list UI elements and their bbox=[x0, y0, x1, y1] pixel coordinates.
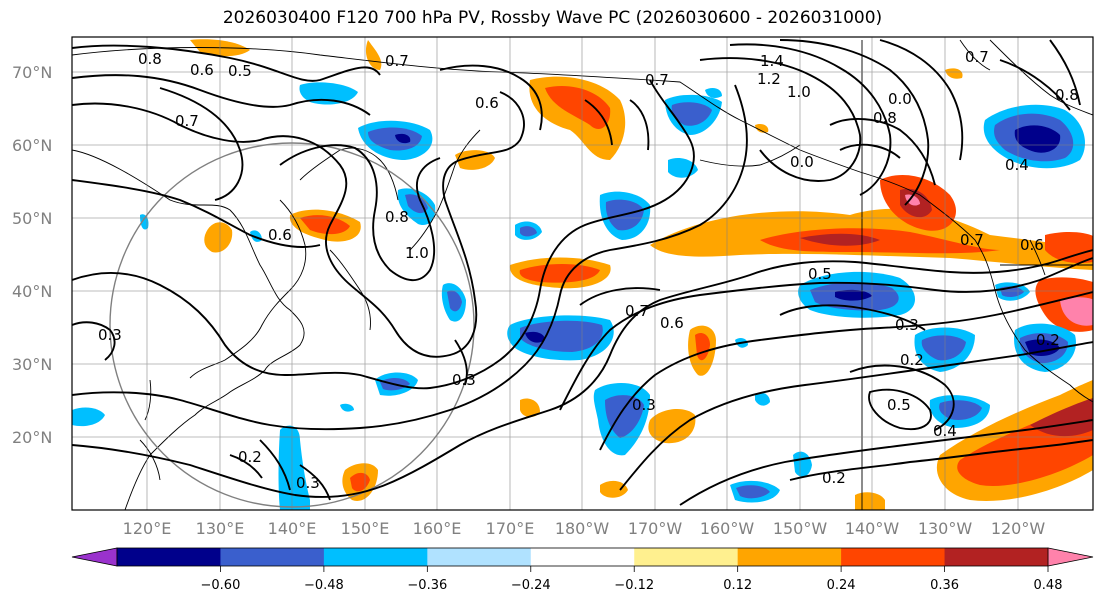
contour-labels: 0.8 0.6 0.5 0.7 0.7 0.6 0.8 1.0 0.6 0.7 … bbox=[98, 48, 1079, 492]
colorbar-tick-label: 0.24 bbox=[827, 578, 856, 593]
contour-label: 0.6 bbox=[268, 226, 292, 244]
contour-label: 0.0 bbox=[790, 153, 814, 171]
colorbar-tick-label: −0.24 bbox=[511, 578, 551, 593]
contour-label: 0.8 bbox=[138, 50, 162, 68]
colorbar-cell bbox=[117, 548, 221, 566]
contour-label: 0.3 bbox=[632, 396, 656, 414]
colorbar-left-arrow bbox=[71, 547, 118, 567]
contour-label: 0.2 bbox=[822, 469, 846, 487]
colorbar-cell bbox=[841, 548, 946, 566]
colorbar-cell bbox=[427, 548, 532, 566]
contour-label: 0.5 bbox=[228, 62, 252, 80]
contour-label: 0.2 bbox=[238, 448, 262, 466]
contour-label: 0.3 bbox=[895, 316, 919, 334]
contour-label: 0.0 bbox=[888, 90, 912, 108]
colorbar-tick-label: −0.60 bbox=[201, 578, 241, 593]
anomaly-shading bbox=[72, 39, 1093, 510]
lon-label: 180°W bbox=[555, 519, 610, 538]
contour-label: 0.5 bbox=[887, 396, 911, 414]
colorbar: −0.60 −0.48 −0.36 −0.24 −0.12 0.12 0.24 0.36 0.4… bbox=[71, 547, 1094, 593]
contour-label: 0.6 bbox=[190, 61, 214, 79]
lon-label: 130°W bbox=[918, 519, 973, 538]
colorbar-cell bbox=[323, 548, 428, 566]
colorbar-cell bbox=[944, 548, 1049, 566]
lon-label: 140°W bbox=[845, 519, 900, 538]
colorbar-tick-label: −0.12 bbox=[614, 578, 654, 593]
lon-label: 130°E bbox=[196, 519, 245, 538]
contour-label: 1.0 bbox=[787, 83, 811, 101]
pv-contours bbox=[72, 39, 1093, 506]
colorbar-tick-label: 0.48 bbox=[1034, 578, 1063, 593]
colorbar-tick-label: 0.12 bbox=[723, 578, 752, 593]
contour-label: 0.7 bbox=[645, 71, 669, 89]
gridlines bbox=[72, 37, 1093, 510]
lat-label: 60°N bbox=[12, 136, 52, 155]
lon-label: 140°E bbox=[268, 519, 317, 538]
lon-label: 160°W bbox=[700, 519, 755, 538]
latitude-labels: 70°N 60°N 50°N 40°N 30°N 20°N bbox=[12, 63, 52, 447]
contour-label: 0.3 bbox=[452, 371, 476, 389]
lon-label: 150°W bbox=[773, 519, 828, 538]
contour-label: 0.6 bbox=[1020, 236, 1044, 254]
lat-label: 50°N bbox=[12, 209, 52, 228]
coastlines bbox=[72, 39, 1093, 510]
lat-label: 20°N bbox=[12, 428, 52, 447]
contour-label: 1.2 bbox=[757, 70, 781, 88]
lon-label: 150°E bbox=[341, 519, 390, 538]
colorbar-tick-label: −0.36 bbox=[407, 578, 447, 593]
colorbar-right-arrow bbox=[1047, 547, 1094, 567]
map-title: 2026030400 F120 700 hPa PV, Rossby Wave … bbox=[222, 8, 883, 28]
colorbar-cell bbox=[737, 548, 842, 566]
lon-label: 160°E bbox=[413, 519, 462, 538]
lon-label: 120°E bbox=[123, 519, 172, 538]
contour-label: 0.3 bbox=[296, 474, 320, 492]
colorbar-cell bbox=[634, 548, 739, 566]
colorbar-tick-label: −0.48 bbox=[304, 578, 344, 593]
contour-label: 0.8 bbox=[385, 208, 409, 226]
contour-label: 0.7 bbox=[175, 112, 199, 130]
contour-label: 0.7 bbox=[960, 231, 984, 249]
contour-label: 0.6 bbox=[660, 314, 684, 332]
contour-label: 0.7 bbox=[625, 302, 649, 320]
colorbar-cell bbox=[220, 548, 325, 566]
contour-label: 0.7 bbox=[965, 48, 989, 66]
contour-label: 1.0 bbox=[405, 244, 429, 262]
region-circle bbox=[109, 142, 475, 508]
contour-label: 0.4 bbox=[1005, 156, 1029, 174]
longitude-labels: 120°E 130°E 140°E 150°E 160°E 170°E 180°… bbox=[123, 519, 1046, 538]
contour-label: 0.6 bbox=[475, 94, 499, 112]
colorbar-frame bbox=[116, 547, 1049, 567]
colorbar-cell bbox=[530, 548, 635, 566]
contour-label: 0.4 bbox=[933, 422, 957, 440]
lon-label: 170°W bbox=[628, 519, 683, 538]
map-frame bbox=[71, 36, 1094, 511]
lat-label: 40°N bbox=[12, 282, 52, 301]
contour-label: 0.2 bbox=[900, 351, 924, 369]
contour-label: 0.8 bbox=[1055, 86, 1079, 104]
contour-label: 1.4 bbox=[760, 52, 784, 70]
contour-label: 0.8 bbox=[873, 109, 897, 127]
contour-label: 0.3 bbox=[98, 326, 122, 344]
lat-label: 70°N bbox=[12, 63, 52, 82]
lat-label: 30°N bbox=[12, 355, 52, 374]
lon-label: 170°E bbox=[486, 519, 535, 538]
lon-label: 120°W bbox=[991, 519, 1046, 538]
contour-label: 0.7 bbox=[385, 52, 409, 70]
contour-label: 0.2 bbox=[1036, 331, 1060, 349]
contour-label: 0.5 bbox=[808, 265, 832, 283]
colorbar-tick-label: 0.36 bbox=[930, 578, 959, 593]
